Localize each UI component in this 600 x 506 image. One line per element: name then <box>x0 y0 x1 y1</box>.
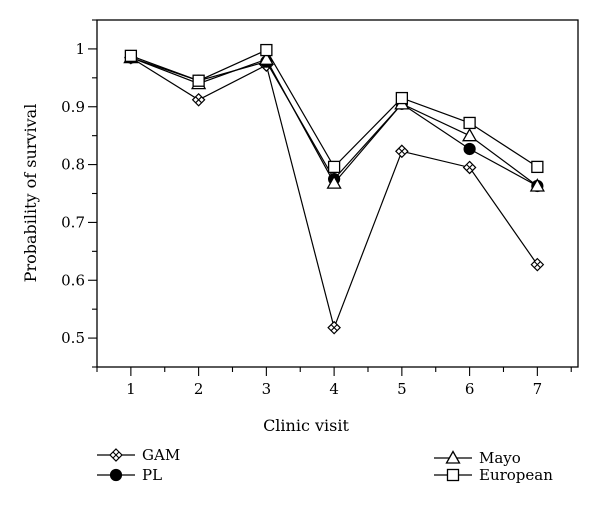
series-layer <box>123 43 545 335</box>
data-point <box>124 49 138 63</box>
series-line <box>130 49 538 168</box>
square-shape <box>124 49 138 63</box>
triangle-shape <box>529 178 545 192</box>
data-point <box>531 160 544 174</box>
legend-item: GAM <box>97 446 180 464</box>
data-point <box>327 160 341 174</box>
x-tick-label: 7 <box>533 380 543 398</box>
data-point <box>462 160 477 175</box>
diamond-cross <box>112 451 120 459</box>
data-point <box>395 91 409 105</box>
triangle-shape <box>461 127 478 142</box>
legend-label: PL <box>142 466 162 484</box>
data-point <box>463 142 476 156</box>
triangle-shape <box>326 175 342 189</box>
data-point <box>192 74 205 87</box>
y-tick-label: 0.7 <box>61 213 85 231</box>
data-point <box>191 92 206 107</box>
triangle-shape <box>445 450 461 464</box>
y-axis: 0.5 0.6 0.7 0.8 0.9 1 <box>61 19 97 368</box>
data-point <box>395 144 409 159</box>
data-point <box>326 175 342 189</box>
diamond-cross <box>330 324 338 332</box>
legend-item: European <box>434 466 553 484</box>
legend-item: Mayo <box>434 449 521 467</box>
legend-marker <box>109 448 123 462</box>
legend-label: Mayo <box>479 449 521 467</box>
data-point <box>530 257 545 272</box>
circle-shape <box>463 142 476 156</box>
x-tick-label: 1 <box>126 380 136 398</box>
series-line <box>130 57 538 330</box>
diamond-cross <box>466 164 473 171</box>
legend-label: GAM <box>142 446 180 464</box>
x-tick-label: 4 <box>329 380 339 398</box>
square-shape <box>260 43 273 57</box>
data-point <box>260 43 273 57</box>
y-tick-label: 0.8 <box>61 156 85 174</box>
square-shape <box>446 468 460 482</box>
x-tick-label: 6 <box>465 380 475 398</box>
x-tick-label: 2 <box>194 380 204 398</box>
data-point <box>258 51 274 65</box>
square-shape <box>395 91 409 105</box>
data-point <box>327 320 341 335</box>
legend-marker <box>445 450 461 464</box>
y-tick-label: 0.6 <box>61 271 85 289</box>
x-axis-title: Clinic visit <box>263 416 349 435</box>
data-point <box>461 127 478 142</box>
legend-marker <box>446 468 460 482</box>
data-point <box>463 116 476 130</box>
diamond-cross <box>398 147 406 155</box>
legend-item: PL <box>97 466 162 484</box>
series-european <box>124 43 544 174</box>
x-tick-label: 5 <box>397 380 407 398</box>
square-shape <box>192 74 205 87</box>
data-point <box>529 178 545 192</box>
square-shape <box>531 160 544 174</box>
circle-shape <box>109 468 123 482</box>
legend-label: European <box>479 466 553 484</box>
legend-marker <box>109 468 123 482</box>
series-gam <box>124 50 545 335</box>
y-tick-label: 1 <box>75 40 85 58</box>
x-tick-label: 3 <box>262 380 272 398</box>
x-axis: 1 2 3 4 5 6 7 <box>96 367 572 398</box>
triangle-shape <box>258 51 274 65</box>
y-tick-label: 0.5 <box>61 329 85 347</box>
square-shape <box>327 160 341 174</box>
diamond-cross <box>195 96 203 104</box>
diamond-cross <box>533 261 541 269</box>
square-shape <box>463 116 476 130</box>
y-axis-title: Probability of survival <box>21 104 40 283</box>
y-tick-label: 0.9 <box>61 98 85 116</box>
